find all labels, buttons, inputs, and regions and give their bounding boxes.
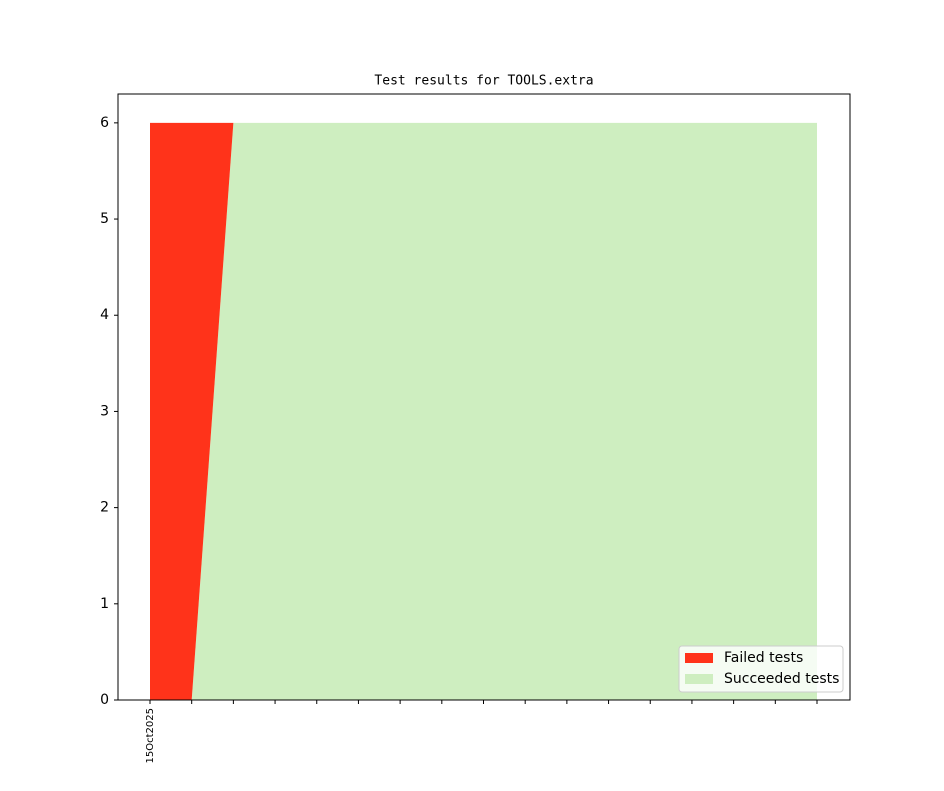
- legend-swatch: [685, 674, 713, 684]
- y-tick-label: 5: [100, 211, 109, 227]
- y-tick-label: 4: [100, 307, 109, 323]
- y-tick-label: 6: [100, 115, 109, 131]
- legend-label: Succeeded tests: [724, 671, 839, 687]
- y-tick-label: 2: [100, 500, 109, 516]
- chart-title: Test results for TOOLS.extra: [374, 74, 593, 89]
- x-tick-label: 15Oct2025: [145, 708, 156, 763]
- legend-swatch: [685, 653, 713, 663]
- y-tick-label: 0: [100, 692, 109, 708]
- legend-label: Failed tests: [724, 650, 803, 666]
- legend-box: [678, 645, 844, 693]
- y-tick-label: 3: [100, 403, 109, 419]
- y-tick-label: 1: [100, 596, 109, 612]
- area: [150, 122, 817, 701]
- area: [150, 122, 817, 701]
